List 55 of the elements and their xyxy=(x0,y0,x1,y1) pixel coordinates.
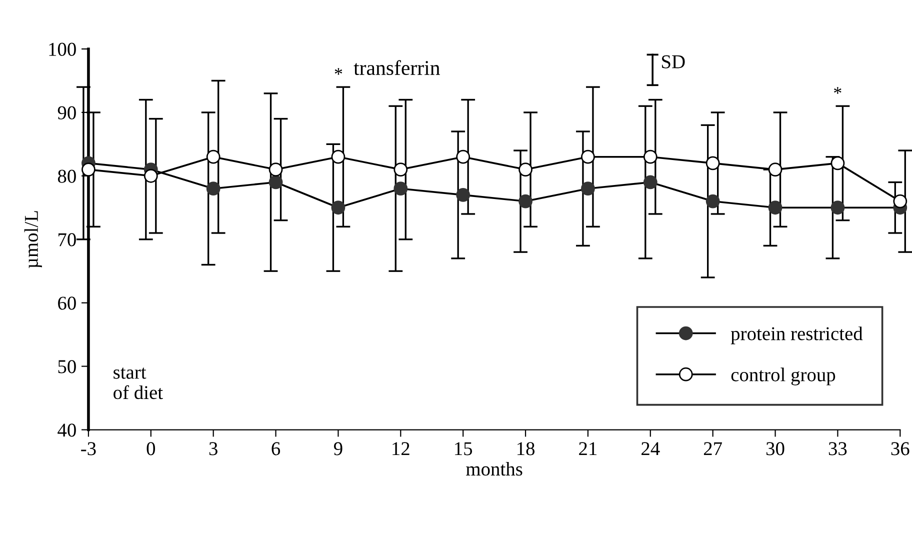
point xyxy=(518,194,532,208)
legend-label: control group xyxy=(731,368,836,386)
chart-title: transferrin xyxy=(354,60,440,76)
point xyxy=(268,162,283,176)
x-tick-label: 21 xyxy=(579,442,597,456)
point xyxy=(893,194,908,208)
point xyxy=(706,194,720,208)
y-tick-label: 50 xyxy=(58,360,76,374)
x-tick-label: 0 xyxy=(146,442,156,456)
annotation: SD xyxy=(662,55,685,68)
point xyxy=(581,150,595,164)
point xyxy=(768,200,782,215)
annotation: * xyxy=(334,68,342,75)
point xyxy=(518,162,532,176)
point xyxy=(830,200,845,215)
x-tick-label: 12 xyxy=(392,442,410,456)
point xyxy=(144,168,158,183)
x-tick-label: -3 xyxy=(81,442,96,456)
point xyxy=(206,150,220,164)
x-tick-label: 6 xyxy=(272,442,280,456)
point xyxy=(456,150,470,164)
y-tick-label: 40 xyxy=(58,424,76,437)
point xyxy=(768,162,782,176)
y-axis-title: µmol/L xyxy=(24,211,42,268)
point xyxy=(268,175,283,190)
x-tick-label: 15 xyxy=(455,442,472,456)
y-tick-label: 80 xyxy=(58,170,76,183)
point xyxy=(394,162,408,176)
point xyxy=(82,162,96,176)
point xyxy=(456,188,470,202)
x-tick-label: 36 xyxy=(891,442,910,456)
x-tick-label: 27 xyxy=(704,442,722,456)
annotation: * xyxy=(834,87,842,94)
x-tick-label: 33 xyxy=(828,442,847,456)
x-tick-label: 9 xyxy=(334,442,342,456)
x-tick-label: 18 xyxy=(518,442,535,456)
point xyxy=(206,182,220,196)
annotation: start of diet xyxy=(114,368,163,400)
point xyxy=(331,200,346,215)
x-tick-label: 30 xyxy=(766,442,784,456)
y-tick-label: 60 xyxy=(58,296,76,310)
point xyxy=(706,156,720,170)
point xyxy=(581,182,595,196)
y-tick-label: 70 xyxy=(58,233,76,246)
x-axis-title: months xyxy=(466,462,522,476)
x-tick-label: 24 xyxy=(642,442,660,456)
point xyxy=(643,150,658,164)
point xyxy=(394,182,408,196)
point xyxy=(331,150,346,164)
legend-label: protein restricted xyxy=(730,326,863,344)
point xyxy=(643,175,658,190)
x-tick-label: 3 xyxy=(209,442,218,456)
point xyxy=(830,156,845,170)
y-tick-label: 100 xyxy=(49,42,76,56)
y-tick-label: 90 xyxy=(58,106,76,120)
